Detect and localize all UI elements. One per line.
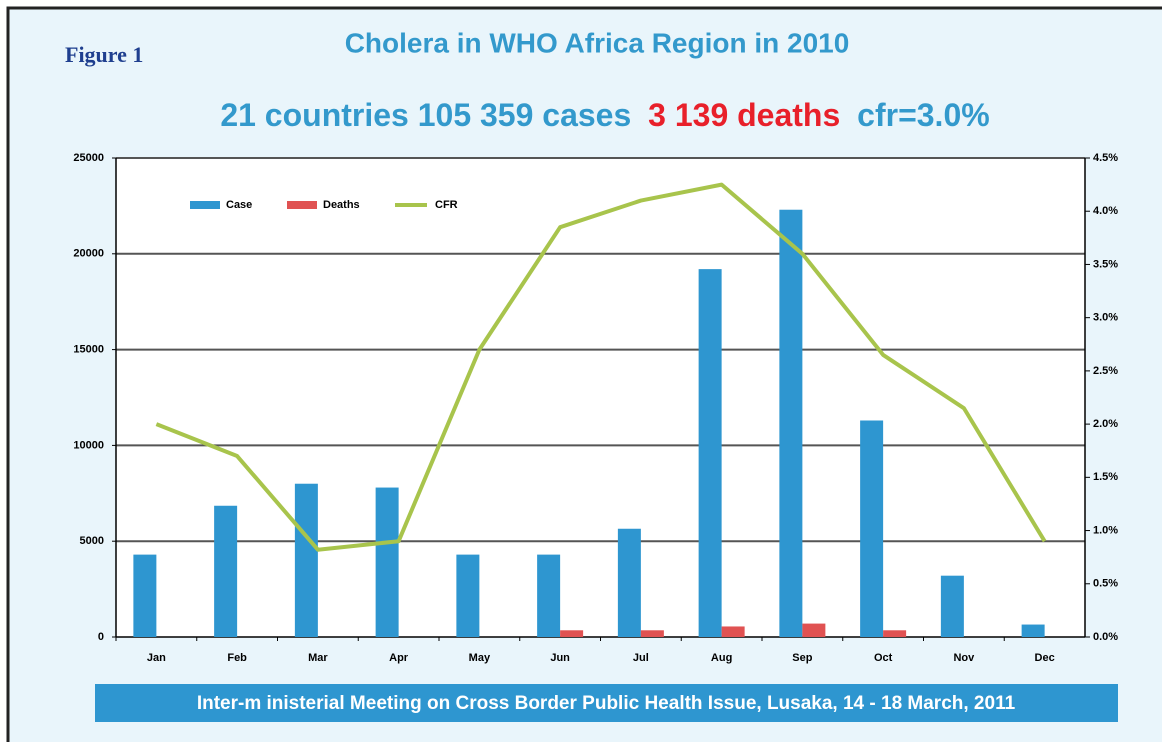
bar bbox=[133, 554, 157, 637]
y-tick-label: 5000 bbox=[80, 535, 104, 547]
legend-label: Deaths bbox=[323, 199, 360, 211]
bar bbox=[456, 554, 480, 637]
y2-tick-label: 0.5% bbox=[1093, 578, 1118, 590]
plot-area bbox=[116, 158, 1085, 637]
x-tick-label: Oct bbox=[874, 652, 893, 664]
y2-tick-label: 4.5% bbox=[1093, 152, 1118, 164]
bar bbox=[698, 269, 722, 637]
subtitle-part: 3 139 deaths bbox=[648, 97, 840, 133]
x-tick-label: Feb bbox=[227, 652, 247, 664]
bar bbox=[802, 623, 826, 637]
y-tick-label: 25000 bbox=[73, 152, 104, 164]
bar bbox=[883, 630, 907, 637]
y2-tick-label: 3.0% bbox=[1093, 312, 1118, 324]
bar bbox=[1021, 624, 1045, 637]
x-tick-label: Apr bbox=[389, 652, 409, 664]
y2-tick-label: 2.5% bbox=[1093, 365, 1118, 377]
footer-banner bbox=[95, 684, 1118, 722]
bar bbox=[294, 483, 318, 637]
legend-swatch bbox=[287, 201, 317, 209]
chart-title: Cholera in WHO Africa Region in 2010 bbox=[345, 27, 850, 58]
x-tick-label: Dec bbox=[1035, 652, 1055, 664]
x-tick-label: Nov bbox=[953, 652, 975, 664]
x-tick-label: May bbox=[469, 652, 491, 664]
bar bbox=[214, 505, 238, 637]
bar bbox=[721, 626, 745, 637]
footer-text: Inter-m inisterial Meeting on Cross Bord… bbox=[197, 693, 1016, 714]
x-tick-label: Aug bbox=[711, 652, 732, 664]
cfr-line bbox=[155, 182, 1047, 552]
y-tick-label: 10000 bbox=[73, 439, 104, 451]
x-tick-label: Jul bbox=[633, 652, 649, 664]
bar bbox=[537, 554, 561, 637]
x-tick-label: Sep bbox=[792, 652, 812, 664]
x-tick-label: Jan bbox=[147, 652, 166, 664]
y2-tick-label: 2.0% bbox=[1093, 418, 1118, 430]
legend-label: CFR bbox=[435, 199, 458, 211]
subtitle-part: 21 countries 105 359 cases bbox=[220, 97, 631, 133]
bar bbox=[560, 630, 584, 637]
bar bbox=[860, 420, 884, 637]
legend-swatch bbox=[190, 201, 220, 209]
bar bbox=[640, 630, 664, 637]
x-tick-label: Jun bbox=[550, 652, 570, 664]
subtitle-part: cfr=3.0% bbox=[857, 97, 990, 133]
bar bbox=[940, 575, 964, 637]
legend-label: Case bbox=[226, 199, 252, 211]
y2-tick-label: 1.5% bbox=[1093, 471, 1118, 483]
y2-tick-label: 3.5% bbox=[1093, 258, 1118, 270]
bar bbox=[617, 528, 641, 637]
bar bbox=[779, 209, 803, 637]
y2-tick-label: 0.0% bbox=[1093, 631, 1118, 643]
y-tick-label: 20000 bbox=[73, 248, 104, 260]
y-tick-label: 15000 bbox=[73, 344, 104, 356]
bar bbox=[375, 487, 399, 637]
figure-label: Figure 1 bbox=[65, 42, 143, 67]
y-tick-label: 0 bbox=[98, 631, 104, 643]
chart-subtitle: 21 countries 105 359 cases 3 139 deaths … bbox=[220, 97, 989, 133]
y2-tick-label: 1.0% bbox=[1093, 524, 1118, 536]
x-tick-label: Mar bbox=[308, 652, 328, 664]
y2-tick-label: 4.0% bbox=[1093, 205, 1118, 217]
